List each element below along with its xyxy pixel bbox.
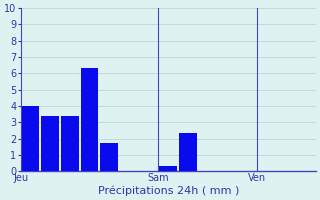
Bar bbox=[159, 166, 177, 171]
Bar bbox=[100, 143, 118, 171]
Bar bbox=[21, 106, 39, 171]
Bar bbox=[41, 116, 59, 171]
Bar bbox=[179, 133, 197, 171]
X-axis label: Précipitations 24h ( mm ): Précipitations 24h ( mm ) bbox=[98, 185, 239, 196]
Bar bbox=[61, 116, 79, 171]
Bar bbox=[81, 68, 98, 171]
